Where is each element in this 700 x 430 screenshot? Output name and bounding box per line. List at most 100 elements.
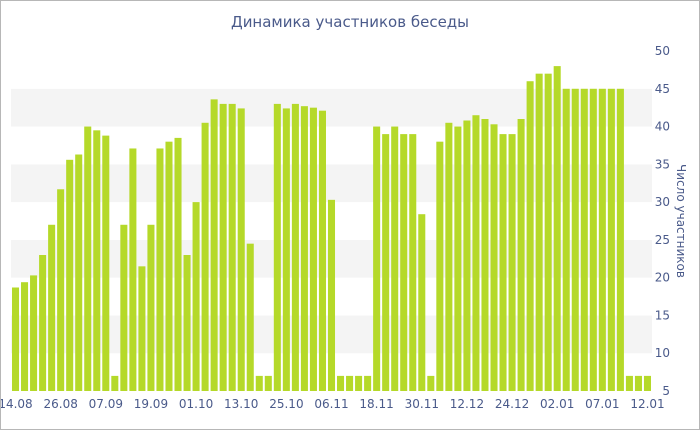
bar — [291, 103, 299, 391]
bar — [93, 130, 101, 391]
bar — [346, 375, 354, 391]
x-tick-label: 26.08 — [44, 397, 78, 411]
bar — [463, 120, 471, 391]
x-tick-label: 07.01 — [585, 397, 619, 411]
bar — [30, 275, 38, 391]
bar — [57, 189, 65, 391]
x-tick-label: 19.09 — [134, 397, 168, 411]
bar — [364, 375, 372, 391]
bar — [21, 282, 29, 391]
y-tick-label: 5 — [662, 384, 670, 398]
bar — [264, 375, 272, 391]
bar — [562, 88, 570, 391]
bar — [75, 154, 83, 391]
y-tick-label: 45 — [655, 82, 670, 96]
bar — [427, 375, 435, 391]
bar — [84, 126, 92, 391]
y-tick-label: 35 — [655, 157, 670, 171]
bar — [490, 124, 498, 391]
bar — [436, 141, 444, 391]
bar — [111, 375, 119, 391]
bar — [246, 243, 254, 391]
bar — [39, 255, 47, 391]
bar — [318, 110, 326, 391]
y-tick-label: 25 — [655, 233, 670, 247]
bar — [210, 99, 218, 392]
x-tick-label: 12.12 — [450, 397, 484, 411]
bar — [535, 73, 543, 392]
bar — [228, 103, 236, 391]
x-tick-label: 01.10 — [179, 397, 213, 411]
bar — [183, 255, 191, 391]
bar — [400, 134, 408, 392]
y-tick-label: 50 — [655, 44, 670, 58]
x-tick-label: 07.09 — [89, 397, 123, 411]
x-tick-label: 13.10 — [224, 397, 258, 411]
bar — [147, 224, 155, 391]
bar — [48, 224, 56, 391]
bar — [616, 88, 624, 391]
bar — [373, 126, 381, 391]
bar — [544, 73, 552, 392]
bar — [607, 88, 615, 391]
x-tick-label: 25.10 — [269, 397, 303, 411]
bar — [237, 108, 245, 392]
bar — [553, 66, 561, 392]
y-axis-label: Число участников — [674, 164, 688, 278]
x-tick-label: 30.11 — [405, 397, 439, 411]
bar — [201, 122, 209, 391]
bar — [643, 375, 651, 391]
bar — [472, 115, 480, 391]
bar — [11, 287, 20, 391]
bar — [327, 199, 336, 391]
x-tick-label: 24.12 — [495, 397, 529, 411]
bar — [634, 375, 642, 391]
bar — [499, 134, 507, 392]
x-tick-label: 18.11 — [359, 397, 393, 411]
bar — [598, 88, 606, 391]
bar — [337, 375, 345, 391]
bar — [309, 107, 317, 392]
bar — [382, 134, 390, 392]
bar — [454, 126, 462, 391]
y-tick-label: 30 — [655, 195, 670, 209]
bar — [192, 202, 200, 391]
bar — [129, 148, 137, 391]
bar — [508, 134, 516, 392]
bar — [391, 126, 399, 391]
bar — [300, 106, 308, 391]
bar — [219, 103, 227, 391]
bar — [517, 119, 525, 391]
x-tick-label: 14.08 — [1, 397, 33, 411]
y-tick-label: 10 — [655, 346, 670, 360]
bar — [589, 88, 597, 391]
bar — [580, 88, 588, 391]
bar — [165, 141, 173, 391]
bar — [625, 375, 633, 391]
bar — [355, 375, 363, 391]
bar — [445, 122, 453, 391]
bar — [255, 375, 263, 391]
x-tick-label: 12.01 — [630, 397, 664, 411]
bar — [409, 134, 417, 392]
bar — [526, 81, 534, 391]
bar — [174, 137, 182, 391]
bar — [156, 148, 164, 391]
y-tick-label: 40 — [655, 120, 670, 134]
bar — [481, 119, 489, 391]
bar — [273, 103, 281, 391]
y-tick-label: 15 — [655, 308, 670, 322]
bar — [282, 108, 290, 392]
x-tick-label: 02.01 — [540, 397, 574, 411]
bar — [571, 88, 579, 391]
bar — [120, 224, 128, 391]
x-tick-label: 06.11 — [314, 397, 348, 411]
bar — [418, 214, 426, 391]
bar — [138, 266, 146, 391]
bar — [102, 135, 110, 391]
bar — [66, 159, 74, 391]
y-tick-label: 20 — [655, 271, 670, 285]
chart-title: Динамика участников беседы — [230, 13, 470, 31]
